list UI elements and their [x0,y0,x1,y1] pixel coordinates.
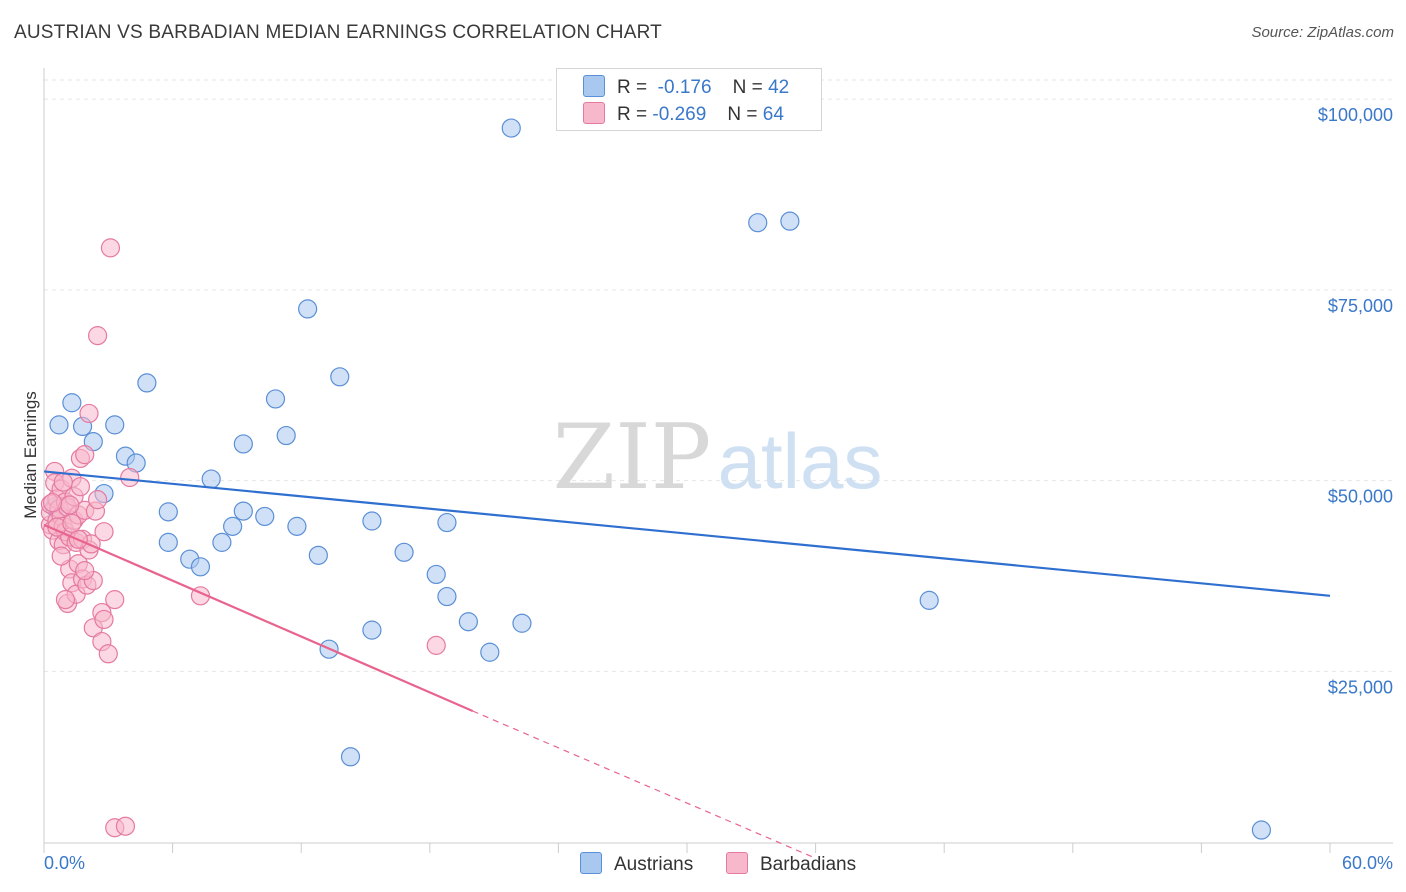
watermark-zip: ZIP [553,405,712,510]
point-austrians [426,564,446,585]
data-points [40,118,1272,840]
legend-n-value: 42 [768,77,790,98]
watermark-atlas: atlas [718,417,883,505]
y-tick-label: $25,000 [1328,677,1393,697]
trend-line-extension-barbadians [472,710,816,859]
point-barbadians [70,477,91,497]
point-barbadians [53,472,73,492]
point-austrians [512,613,532,633]
point-barbadians [87,326,108,346]
point-austrians [437,512,457,533]
point-barbadians [62,513,82,533]
y-axis-label: Median Earnings [21,391,40,519]
point-barbadians [94,609,114,630]
point-austrians [190,557,211,577]
bottom-legend-label-barbadians: Barbadians [760,854,857,875]
y-tick-label: $75,000 [1328,296,1393,316]
source-label: Source: ZipAtlas.com [1251,24,1394,41]
point-barbadians [115,816,136,836]
point-austrians [137,373,157,393]
point-austrians [437,586,457,607]
point-austrians [308,545,328,565]
legend-row-austrians: R = -0.176 N = 42 [583,75,789,101]
point-austrians [330,367,350,387]
point-austrians [362,620,382,640]
trend-line-barbadians [43,523,474,713]
legend-r-value: -0.176 [657,77,712,98]
point-austrians [298,299,318,319]
point-austrians [480,642,500,662]
legend-swatch-barbadians [583,102,605,124]
watermark: ZIP atlas [553,405,883,510]
point-barbadians [55,590,76,610]
trend-line-austrians [43,470,1331,597]
bottom-legend-barbadians: Barbadians [726,852,856,876]
legend: R = -0.176 N = 42 R = -0.269 N = 64 [556,68,822,131]
point-barbadians [79,403,99,424]
bottom-legend-swatch-austrians [580,852,602,874]
point-austrians [501,118,521,138]
legend-row-barbadians: R = -0.269 N = 64 [583,102,784,128]
point-austrians [105,415,125,435]
point-barbadians [75,561,95,581]
point-austrians [1251,820,1272,840]
point-austrians [394,542,414,562]
point-austrians [201,469,221,489]
point-barbadians [426,635,446,655]
point-austrians [223,516,243,536]
point-barbadians [75,445,95,465]
bottom-legend-label-austrians: Austrians [614,854,694,875]
point-austrians [276,425,296,446]
axes [43,68,1393,853]
legend-n-label: N = [732,77,763,98]
legend-swatch-austrians [583,75,605,97]
legend-r-label: R = [617,77,648,98]
axis-labels: Median Earnings 0.0% 60.0% $25,000 $50,00… [21,105,1393,873]
trend-lines [43,470,1331,859]
point-barbadians [98,644,118,664]
legend-n-value: 64 [762,104,784,125]
point-barbadians [60,495,80,515]
y-tick-label: $100,000 [1318,105,1393,125]
point-austrians [919,590,939,610]
point-austrians [265,389,286,409]
point-barbadians [87,490,108,510]
legend-r-value: -0.269 [652,104,707,125]
x-tick-label-max: 60.0% [1342,853,1393,873]
point-austrians [233,501,253,521]
legend-n-label: N = [727,104,758,125]
point-austrians [49,415,69,435]
point-austrians [158,532,178,552]
point-austrians [233,434,253,454]
point-barbadians [105,590,125,610]
point-austrians [362,511,382,531]
point-barbadians [42,493,63,513]
legend-r-label: R = [617,104,648,125]
y-tick-label: $50,000 [1328,487,1393,507]
bottom-legend-swatch-barbadians [726,852,748,874]
point-barbadians [120,467,140,488]
point-barbadians [100,238,121,258]
x-tick-label-min: 0.0% [44,853,85,873]
point-austrians [212,532,232,552]
point-austrians [458,612,478,632]
point-austrians [748,213,768,233]
point-barbadians [94,522,114,542]
point-austrians [340,747,361,767]
point-austrians [255,506,275,527]
point-austrians [780,211,800,231]
point-austrians [62,393,82,413]
point-barbadians [51,546,71,566]
chart-title: AUSTRIAN VS BARBADIAN MEDIAN EARNINGS CO… [14,22,662,43]
point-austrians [287,516,307,536]
point-austrians [158,502,178,522]
bottom-legend-austrians: Austrians [580,852,693,876]
